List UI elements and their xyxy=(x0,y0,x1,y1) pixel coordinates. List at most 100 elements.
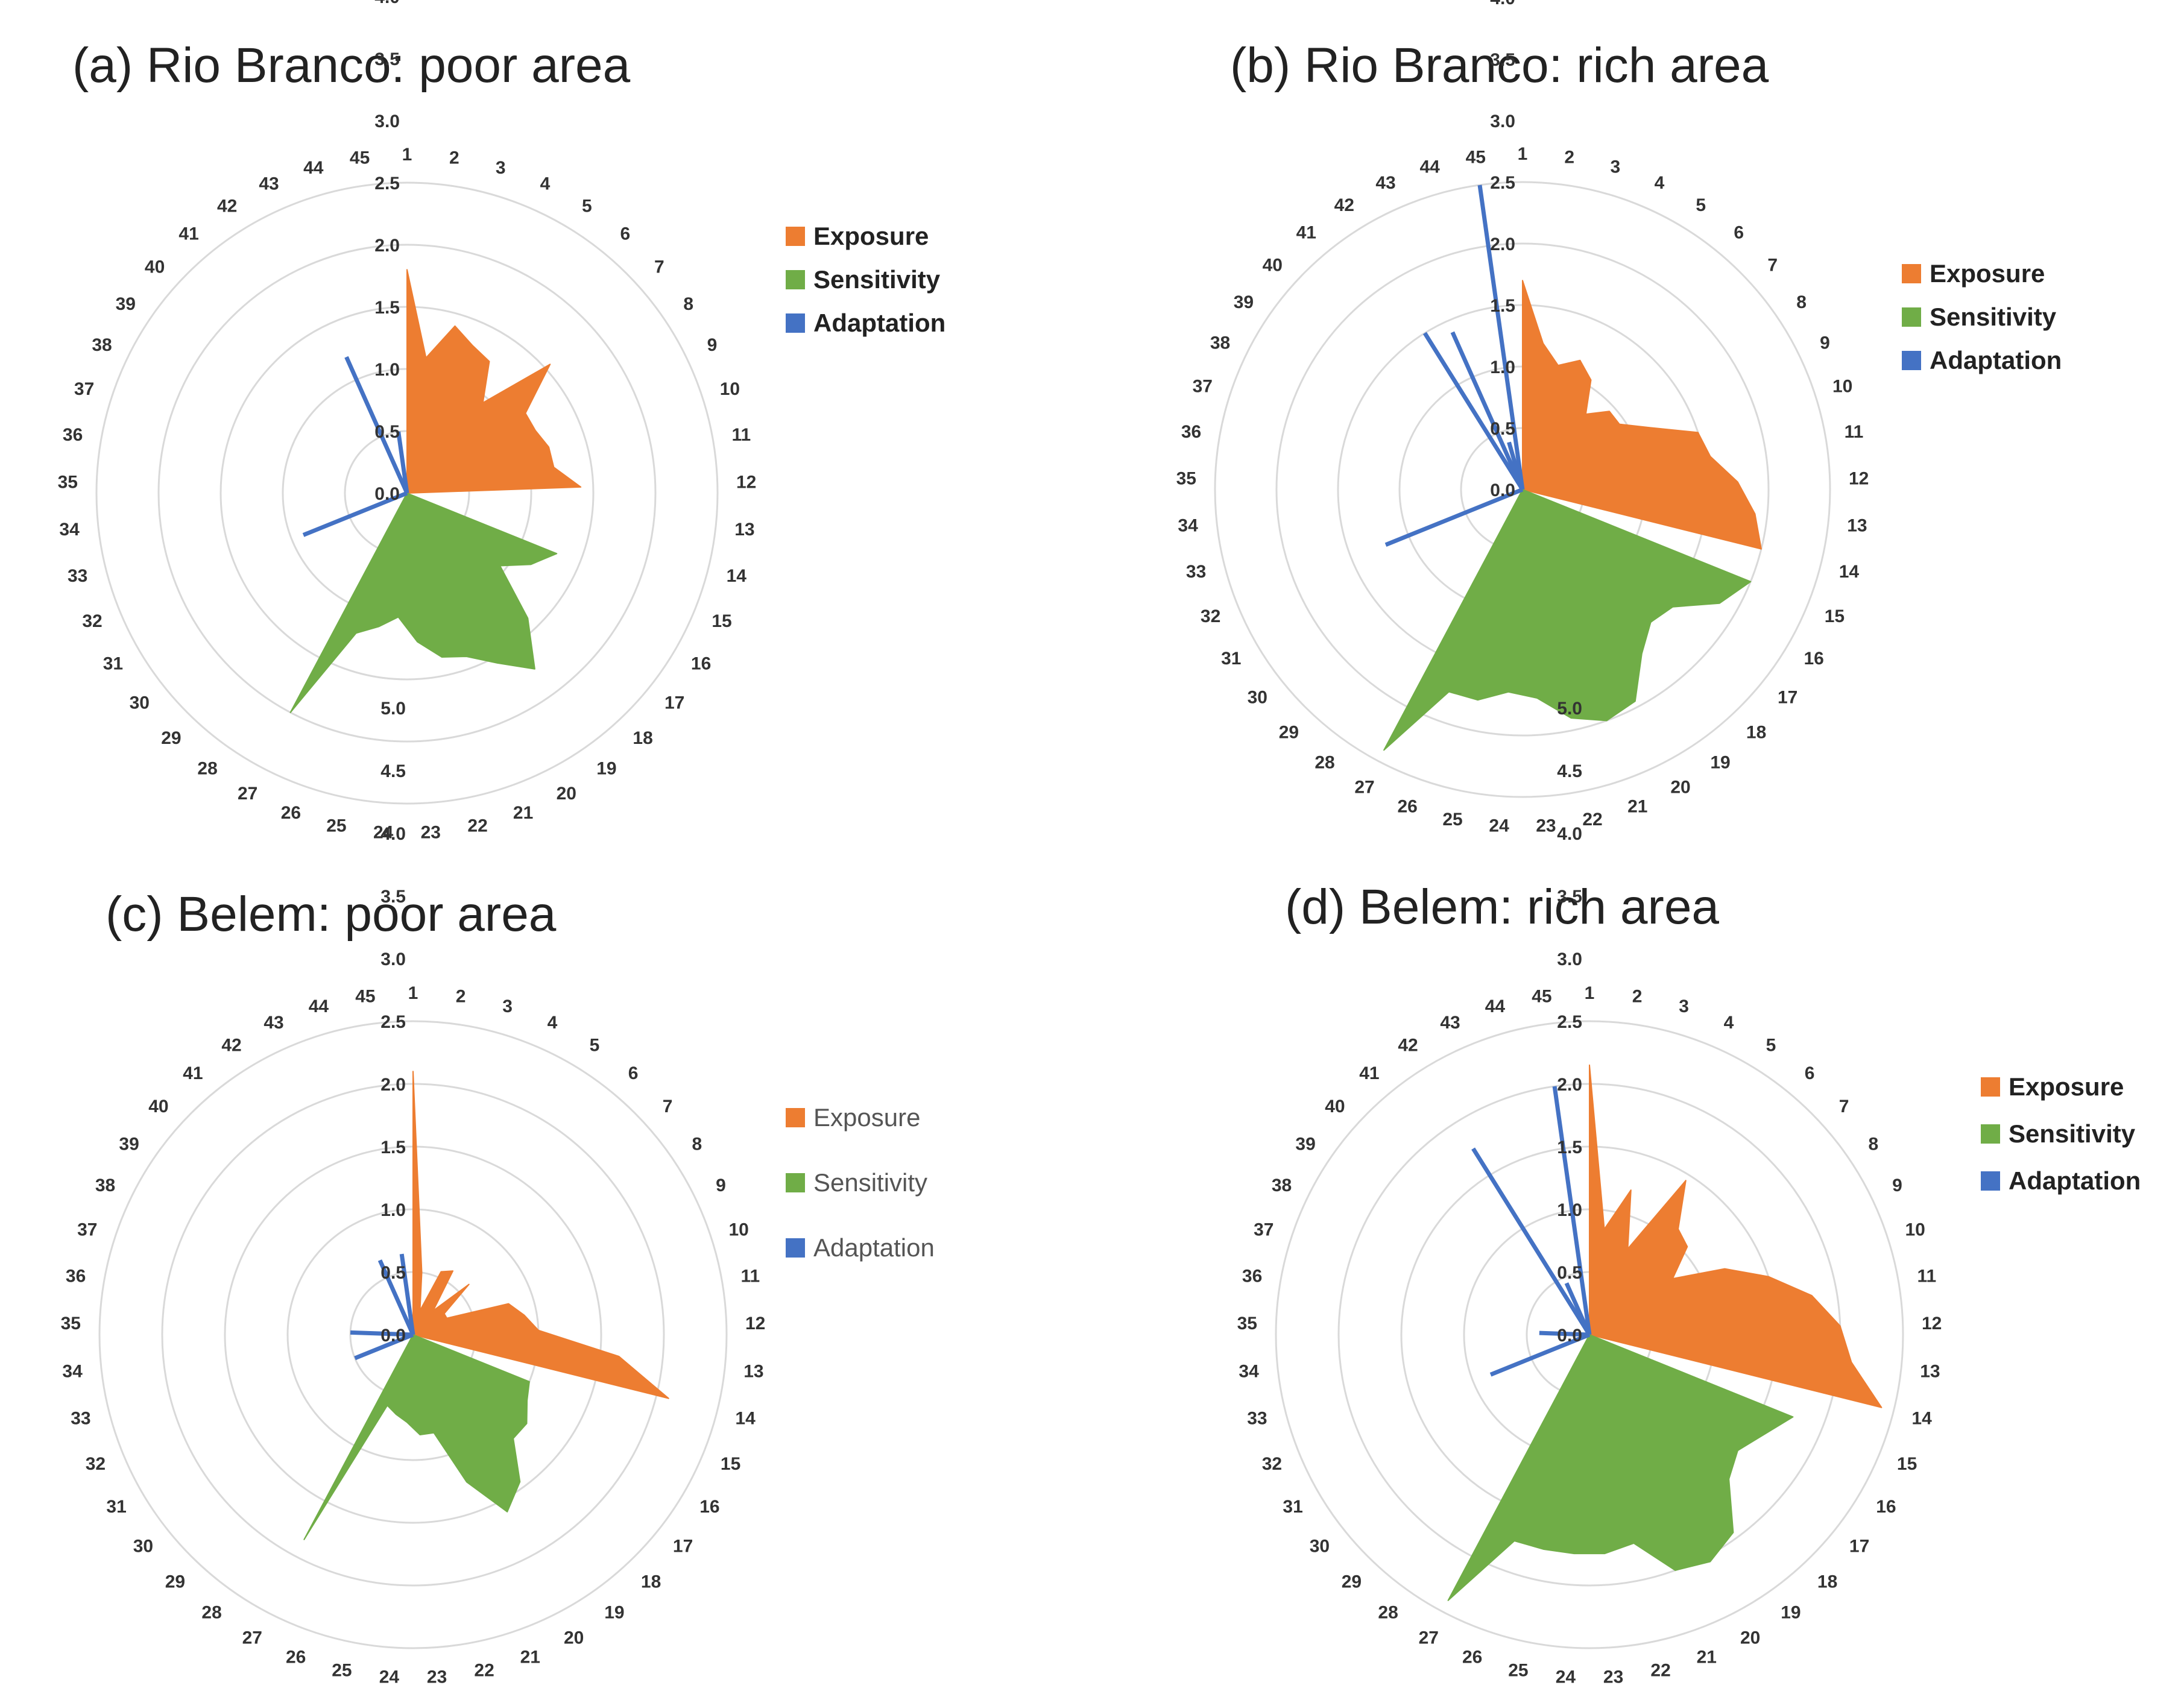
legend-swatch-exposure xyxy=(1902,264,1921,283)
legend-swatch-sensitivity xyxy=(786,270,805,289)
radial-ticks: 0.00.51.01.52.02.53.03.54.04.55.0 xyxy=(1490,0,1515,500)
category-label: 6 xyxy=(620,224,631,244)
category-label: 8 xyxy=(1796,292,1807,312)
grid-ring xyxy=(1275,242,1770,737)
series-adaptation xyxy=(1471,1086,1592,1377)
adaptation-spoke xyxy=(1564,1282,1592,1336)
category-label: 33 xyxy=(71,1408,90,1428)
category-label: 4 xyxy=(1724,1013,1734,1033)
category-label: 21 xyxy=(520,1648,540,1667)
series-sensitivity xyxy=(289,493,558,713)
legend-item-sensitivity: Sensitivity xyxy=(786,258,945,301)
category-label: 27 xyxy=(1354,778,1374,798)
category-label: 15 xyxy=(712,611,731,631)
adaptation-spoke xyxy=(350,1330,414,1337)
legend-label: Sensitivity xyxy=(813,265,941,294)
radial-tick-label: 2.0 xyxy=(374,236,400,256)
category-label: 38 xyxy=(95,1176,115,1195)
legend-item-sensitivity: Sensitivity xyxy=(1981,1110,2141,1157)
adaptation-spoke xyxy=(1450,331,1525,491)
radial-tick-label: 1.0 xyxy=(374,360,400,380)
category-label: 41 xyxy=(178,224,198,244)
category-label: 10 xyxy=(720,379,740,399)
category-label: 24 xyxy=(1556,1667,1576,1687)
series-adaptation xyxy=(302,356,409,537)
category-label: 12 xyxy=(1922,1314,1942,1333)
radial-ticks: 0.00.51.01.52.02.53.03.54.04.55.0 xyxy=(1557,699,1582,1346)
category-label: 43 xyxy=(1375,173,1395,193)
category-label: 17 xyxy=(1778,688,1797,708)
category-label: 21 xyxy=(513,803,533,823)
category-label: 25 xyxy=(332,1661,352,1681)
radial-tick-label: 0.5 xyxy=(380,1263,406,1283)
grid-ring xyxy=(1214,181,1831,798)
category-label: 43 xyxy=(264,1013,283,1033)
category-label: 24 xyxy=(1489,816,1509,836)
category-label: 28 xyxy=(1315,752,1334,772)
category-label: 12 xyxy=(736,472,756,492)
category-label: 15 xyxy=(721,1454,740,1474)
category-label: 38 xyxy=(1272,1176,1292,1195)
category-label: 3 xyxy=(1679,996,1689,1016)
category-label: 20 xyxy=(557,784,576,804)
adaptation-spoke xyxy=(399,1253,415,1335)
radial-tick-label: 1.0 xyxy=(380,1200,406,1220)
legend-label: Sensitivity xyxy=(2009,1119,2136,1148)
category-label: 12 xyxy=(745,1314,765,1333)
legend-item-adaptation: Adaptation xyxy=(786,301,945,345)
category-label: 30 xyxy=(1248,688,1267,708)
radial-tick-label: 3.5 xyxy=(374,49,400,69)
category-label: 43 xyxy=(1440,1013,1460,1033)
category-label: 28 xyxy=(197,759,217,779)
category-labels: 1 2 34567891011121314151617181920212223242… xyxy=(1176,144,1869,836)
category-label: 39 xyxy=(116,294,136,314)
legend-item-adaptation: Adaptation xyxy=(786,1215,935,1280)
category-label: 16 xyxy=(691,654,711,674)
category-label: 5 xyxy=(1696,195,1706,215)
category-label: 27 xyxy=(238,784,257,804)
radial-tick-label: 2.0 xyxy=(1490,235,1515,254)
series-sensitivity xyxy=(303,1334,530,1540)
category-label: 22 xyxy=(474,1661,494,1681)
category-label: 10 xyxy=(729,1220,749,1240)
adaptation-spoke xyxy=(302,491,408,537)
radial-tick-label: 4.5 xyxy=(380,761,406,781)
category-label: 39 xyxy=(1295,1134,1315,1154)
category-label: 3 xyxy=(1610,157,1620,177)
category-label: 42 xyxy=(221,1035,241,1055)
radial-tick-label: 3.5 xyxy=(1490,50,1515,70)
category-label: 13 xyxy=(743,1361,763,1381)
category-labels: 1 2 34567891011121314151617181920212223242… xyxy=(1237,983,1942,1687)
legend-item-sensitivity: Sensitivity xyxy=(1902,295,2062,339)
category-label: 11 xyxy=(732,425,751,445)
legend-item-exposure: Exposure xyxy=(1902,252,2062,295)
category-label: 18 xyxy=(1817,1572,1837,1592)
sensitivity-area xyxy=(303,1334,530,1540)
adaptation-spoke xyxy=(1384,487,1524,547)
category-label: 4 xyxy=(540,174,551,194)
category-label: 29 xyxy=(1342,1572,1362,1592)
legend-swatch-exposure xyxy=(1981,1077,2000,1097)
category-label: 29 xyxy=(165,1572,185,1592)
radial-ticks: 0.00.51.01.52.02.53.03.54.04.55.0 xyxy=(374,0,400,504)
category-labels: 1 2 34567891011121314151617181920212223242… xyxy=(61,983,766,1687)
category-label: 37 xyxy=(1193,377,1213,397)
category-label: 36 xyxy=(66,1266,86,1286)
radar-chart-d: 0.00.51.01.52.02.53.03.54.04.55.01 2 34567… xyxy=(1237,699,1942,1687)
category-label: 30 xyxy=(1310,1537,1330,1557)
category-label: 24 xyxy=(373,823,394,843)
exposure-area xyxy=(1589,1064,1883,1408)
chart-legend: Exposure Sensitivity Adaptation xyxy=(786,1085,935,1280)
legend-label: Adaptation xyxy=(813,1233,935,1262)
radial-tick-label: 0.0 xyxy=(1490,480,1515,500)
legend-label: Sensitivity xyxy=(1930,303,2057,331)
category-label: 23 xyxy=(421,823,441,843)
chart-legend: Exposure Sensitivity Adaptation xyxy=(1981,1063,2141,1204)
category-label: 14 xyxy=(735,1408,756,1428)
category-label: 13 xyxy=(734,520,754,540)
category-label: 40 xyxy=(145,257,165,277)
category-label: 4 xyxy=(1655,173,1665,193)
category-label: 41 xyxy=(183,1063,203,1083)
radial-tick-label: 4.0 xyxy=(374,0,400,7)
category-label: 36 xyxy=(1242,1266,1262,1286)
